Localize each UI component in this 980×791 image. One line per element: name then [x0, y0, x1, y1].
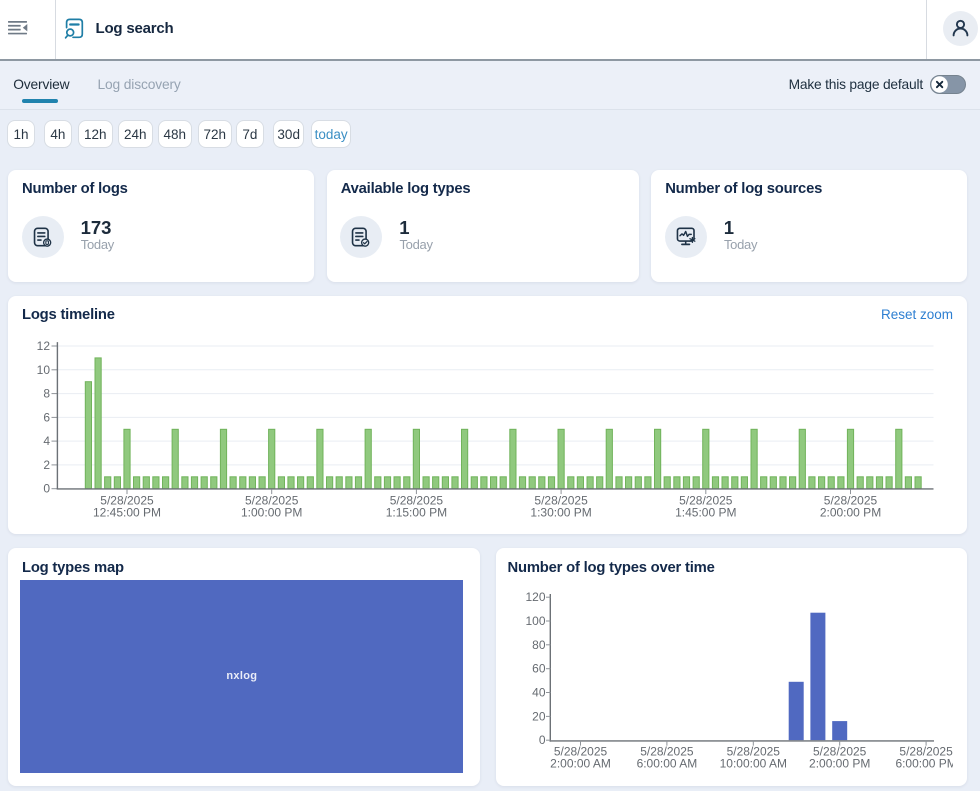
- svg-text:10: 10: [37, 363, 51, 377]
- svg-text:2:00:00 AM: 2:00:00 AM: [550, 756, 611, 770]
- svg-text:5/28/2025: 5/28/2025: [100, 493, 154, 507]
- svg-text:2:00:00 PM: 2:00:00 PM: [809, 756, 870, 770]
- svg-text:12: 12: [37, 339, 51, 353]
- svg-text:2: 2: [43, 458, 50, 472]
- svg-text:5/28/2025: 5/28/2025: [534, 493, 588, 507]
- svg-text:1:00:00 PM: 1:00:00 PM: [241, 505, 302, 519]
- svg-text:1:45:00 PM: 1:45:00 PM: [675, 505, 736, 519]
- svg-text:8: 8: [43, 386, 50, 400]
- svg-text:6:00:00 PM: 6:00:00 PM: [895, 756, 953, 770]
- svg-text:4: 4: [43, 434, 50, 448]
- svg-text:0: 0: [538, 733, 545, 747]
- svg-text:5/28/2025: 5/28/2025: [553, 744, 607, 758]
- svg-text:12:45:00 PM: 12:45:00 PM: [93, 505, 161, 519]
- svg-text:6:00:00 AM: 6:00:00 AM: [636, 756, 697, 770]
- svg-text:1:30:00 PM: 1:30:00 PM: [530, 505, 591, 519]
- svg-text:5/28/2025: 5/28/2025: [640, 744, 694, 758]
- svg-text:80: 80: [532, 638, 546, 652]
- svg-text:5/28/2025: 5/28/2025: [679, 493, 733, 507]
- svg-text:5/28/2025: 5/28/2025: [899, 744, 953, 758]
- svg-text:40: 40: [532, 685, 546, 699]
- svg-text:10:00:00 AM: 10:00:00 AM: [719, 756, 786, 770]
- svg-text:5/28/2025: 5/28/2025: [726, 744, 780, 758]
- svg-text:20: 20: [532, 709, 546, 723]
- svg-text:2:00:00 PM: 2:00:00 PM: [820, 505, 881, 519]
- svg-text:5/28/2025: 5/28/2025: [824, 493, 878, 507]
- svg-text:6: 6: [43, 410, 50, 424]
- svg-text:100: 100: [525, 614, 545, 628]
- svg-text:120: 120: [525, 590, 545, 604]
- svg-text:5/28/2025: 5/28/2025: [390, 493, 444, 507]
- svg-text:60: 60: [532, 662, 546, 676]
- svg-text:5/28/2025: 5/28/2025: [245, 493, 299, 507]
- svg-text:5/28/2025: 5/28/2025: [813, 744, 867, 758]
- svg-text:1:15:00 PM: 1:15:00 PM: [386, 505, 447, 519]
- svg-text:0: 0: [43, 482, 50, 496]
